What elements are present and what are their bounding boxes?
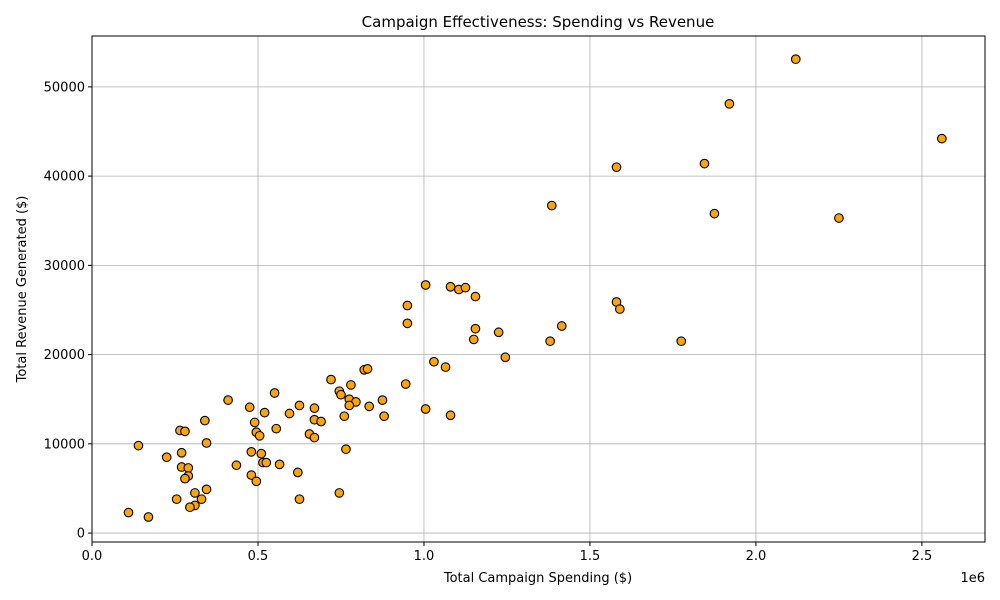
data-point bbox=[246, 447, 257, 457]
data-point bbox=[699, 158, 710, 169]
data-point bbox=[420, 280, 431, 290]
data-point bbox=[468, 334, 479, 345]
data-point bbox=[294, 494, 305, 505]
plot-frame bbox=[91, 35, 986, 543]
x-axis-ticks: 0.0 0.5 1.0 1.5 2.0 2.5 bbox=[82, 542, 933, 564]
grid bbox=[91, 36, 985, 542]
data-point bbox=[326, 374, 336, 385]
data-point bbox=[171, 494, 182, 505]
data-point bbox=[334, 488, 345, 498]
data-point bbox=[183, 463, 194, 473]
data-point bbox=[196, 494, 207, 505]
data-point bbox=[470, 291, 481, 302]
data-point bbox=[336, 389, 346, 400]
data-point bbox=[223, 395, 233, 405]
data-point bbox=[261, 457, 272, 468]
data-point bbox=[724, 98, 735, 109]
data-point bbox=[294, 400, 305, 411]
data-point bbox=[161, 452, 172, 463]
data-point bbox=[185, 502, 195, 513]
data-point bbox=[400, 379, 411, 389]
data-point bbox=[231, 460, 242, 471]
data-point bbox=[201, 484, 212, 495]
y-tick-label: 40000 bbox=[44, 170, 85, 185]
data-point bbox=[316, 416, 326, 427]
data-point bbox=[379, 411, 389, 422]
data-point bbox=[143, 512, 154, 522]
data-point bbox=[180, 426, 190, 437]
data-point bbox=[180, 473, 190, 484]
data-point bbox=[244, 402, 255, 413]
data-point bbox=[176, 447, 187, 458]
y-tick-label: 50000 bbox=[44, 80, 85, 95]
data-point bbox=[429, 356, 439, 367]
data-point bbox=[200, 415, 210, 426]
data-point bbox=[676, 336, 687, 347]
x-tick-label: 2.5 bbox=[912, 549, 933, 564]
data-point bbox=[790, 54, 801, 65]
data-point bbox=[709, 208, 720, 219]
data-point bbox=[339, 411, 350, 422]
data-point bbox=[309, 403, 320, 413]
x-axis-offset-label: 1e6 bbox=[960, 571, 985, 586]
data-point bbox=[284, 408, 295, 419]
data-point bbox=[834, 213, 844, 223]
data-point bbox=[460, 282, 471, 293]
data-point bbox=[556, 321, 567, 331]
data-point bbox=[341, 444, 351, 455]
y-axis-label: Total Revenue Generated ($) bbox=[15, 196, 30, 384]
x-axis-label: Total Campaign Spending ($) bbox=[443, 571, 632, 586]
y-axis-ticks: 0 10000 20000 30000 40000 50000 bbox=[44, 80, 92, 542]
data-point bbox=[440, 362, 451, 372]
data-point bbox=[420, 404, 431, 414]
data-point bbox=[123, 507, 134, 518]
data-point bbox=[936, 133, 947, 144]
data-point bbox=[246, 470, 257, 480]
data-point bbox=[133, 440, 144, 451]
x-tick-label: 0.0 bbox=[82, 549, 103, 564]
data-point bbox=[614, 304, 625, 314]
data-point bbox=[364, 401, 375, 412]
data-point bbox=[377, 395, 388, 405]
data-point bbox=[309, 432, 320, 443]
data-point bbox=[546, 200, 557, 211]
data-point bbox=[346, 380, 356, 390]
data-point bbox=[249, 417, 260, 428]
data-point bbox=[274, 459, 285, 470]
data-point bbox=[470, 323, 481, 334]
data-point bbox=[271, 423, 282, 434]
x-tick-label: 1.0 bbox=[414, 549, 435, 564]
y-tick-label: 10000 bbox=[44, 437, 85, 452]
x-tick-label: 1.5 bbox=[580, 549, 601, 564]
data-point bbox=[445, 281, 456, 292]
data-point bbox=[269, 388, 280, 398]
data-point bbox=[402, 300, 413, 311]
data-point bbox=[190, 488, 200, 498]
data-point bbox=[493, 327, 504, 338]
data-point bbox=[254, 430, 265, 441]
x-tick-label: 0.5 bbox=[248, 549, 269, 564]
x-tick-label: 2.0 bbox=[746, 549, 767, 564]
data-point bbox=[259, 407, 270, 418]
data-point bbox=[251, 476, 262, 487]
data-point bbox=[362, 364, 373, 374]
data-point bbox=[500, 352, 511, 363]
data-point bbox=[344, 400, 355, 411]
data-point bbox=[545, 336, 555, 347]
data-point bbox=[292, 467, 303, 478]
data-point bbox=[445, 410, 456, 421]
chart-title: Campaign Effectiveness: Spending vs Reve… bbox=[362, 13, 715, 31]
y-tick-label: 0 bbox=[77, 527, 85, 542]
data-point bbox=[611, 162, 622, 173]
data-point bbox=[201, 438, 212, 448]
data-points bbox=[123, 54, 947, 522]
data-point bbox=[256, 448, 267, 459]
y-tick-label: 20000 bbox=[44, 348, 85, 363]
y-tick-label: 30000 bbox=[44, 259, 85, 274]
data-point bbox=[402, 318, 413, 329]
